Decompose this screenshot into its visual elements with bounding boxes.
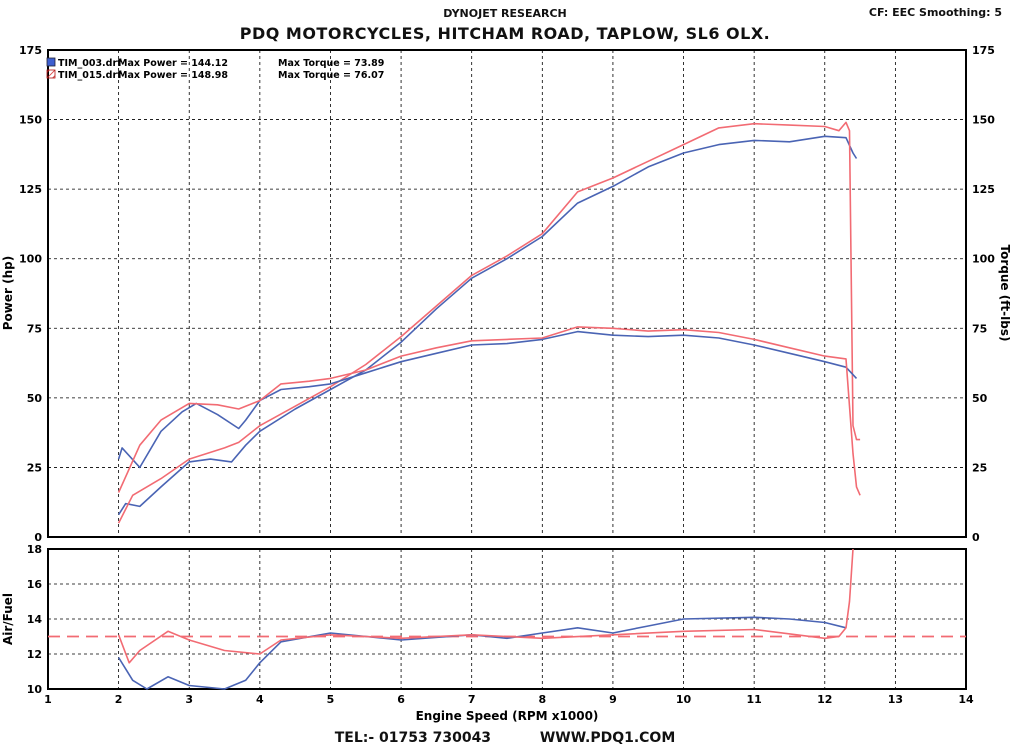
rpm-tick-label: 9 xyxy=(609,693,617,706)
torque-axis-label: Torque (ft-lbs) xyxy=(998,245,1010,342)
rpm-tick-label: 5 xyxy=(327,693,335,706)
legend-power-tim-003: Max Power = 144.12 xyxy=(118,58,228,69)
rpm-tick-label: 10 xyxy=(676,693,692,706)
rpm-tick-label: 14 xyxy=(958,693,974,706)
rpm-tick-label: 2 xyxy=(115,693,123,706)
power-tick-label: 25 xyxy=(27,461,42,474)
rpm-tick-label: 11 xyxy=(746,693,761,706)
series-line-tim-015-air-fuel xyxy=(117,548,854,664)
torque-tick-label: 175 xyxy=(972,44,995,57)
power-axis-label: Power (hp) xyxy=(1,256,15,330)
air-fuel-tick-label: 14 xyxy=(27,613,43,626)
power-tick-label: 150 xyxy=(19,114,42,127)
legend: TIM_003.drf Max Power = 144.12 Max Torqu… xyxy=(46,57,384,81)
power-tick-label: 0 xyxy=(34,531,42,544)
torque-tick-label: 150 xyxy=(972,114,995,127)
air-fuel-tick-label: 10 xyxy=(27,683,43,696)
report-header-research: DYNOJET RESEARCH xyxy=(443,7,567,20)
series-line-tim-015-power xyxy=(117,121,861,524)
power-tick-label: 75 xyxy=(27,322,42,335)
shop-address-title: PDQ MOTORCYCLES, HITCHAM ROAD, TAPLOW, S… xyxy=(239,24,771,43)
power-tick-label: 50 xyxy=(27,392,43,405)
rpm-tick-label: 7 xyxy=(468,693,476,706)
footer-website: WWW.PDQ1.COM xyxy=(539,730,676,746)
air-fuel-tick-label: 12 xyxy=(27,648,42,661)
rpm-tick-label: 13 xyxy=(888,693,903,706)
torque-tick-label: 100 xyxy=(972,253,995,266)
legend-swatch-tim-003 xyxy=(46,57,56,67)
upper-series xyxy=(117,121,861,524)
torque-tick-label: 0 xyxy=(972,531,980,544)
power-tick-label: 100 xyxy=(19,253,42,266)
legend-torque-tim-003: Max Torque = 73.89 xyxy=(278,58,384,69)
legend-file-tim-003: TIM_003.drf xyxy=(58,58,122,69)
series-line-tim-003-power xyxy=(117,135,858,516)
power-tick-label: 175 xyxy=(19,44,42,57)
torque-axis-ticks: 0 25 50 75 100 125 150 175 xyxy=(972,44,995,544)
torque-tick-label: 50 xyxy=(972,392,988,405)
air-fuel-tick-label: 16 xyxy=(27,578,43,591)
legend-swatch-tim-015 xyxy=(46,69,56,79)
air-fuel-tick-label: 18 xyxy=(27,543,42,556)
air-fuel-axis-ticks: 10 12 14 16 18 xyxy=(27,543,43,696)
torque-tick-label: 25 xyxy=(972,461,987,474)
power-axis-ticks: 0 25 50 75 100 125 150 175 xyxy=(19,44,42,544)
footer-phone: TEL:- 01753 730043 xyxy=(334,730,492,746)
torque-tick-label: 125 xyxy=(972,183,995,196)
rpm-tick-label: 4 xyxy=(256,693,264,706)
footer-contact: TEL:- 01753 730043 WWW.PDQ1.COM xyxy=(0,730,1010,746)
lower-grid xyxy=(48,549,966,689)
torque-tick-label: 75 xyxy=(972,322,987,335)
series-line-tim-015-torque xyxy=(117,326,861,496)
power-tick-label: 125 xyxy=(19,183,42,196)
rpm-tick-label: 3 xyxy=(185,693,193,706)
lower-series xyxy=(48,548,966,690)
series-line-tim-003-torque xyxy=(117,330,858,469)
legend-torque-tim-015: Max Torque = 76.07 xyxy=(278,70,384,81)
air-fuel-axis-label: Air/Fuel xyxy=(1,593,15,645)
rpm-tick-label: 6 xyxy=(397,693,405,706)
rpm-tick-label: 1 xyxy=(44,693,52,706)
rpm-axis-ticks: 1 2 3 4 5 6 7 8 9 10 11 12 13 14 xyxy=(44,693,974,706)
correction-settings: CF: EEC Smoothing: 5 xyxy=(868,6,1002,19)
legend-file-tim-015: TIM_015.drf xyxy=(58,70,122,81)
series-line-tim-003-air-fuel xyxy=(117,616,847,690)
rpm-tick-label: 12 xyxy=(817,693,832,706)
rpm-tick-label: 8 xyxy=(538,693,546,706)
legend-power-tim-015: Max Power = 148.98 xyxy=(118,70,228,81)
rpm-axis-label: Engine Speed (RPM x1000) xyxy=(416,709,599,723)
